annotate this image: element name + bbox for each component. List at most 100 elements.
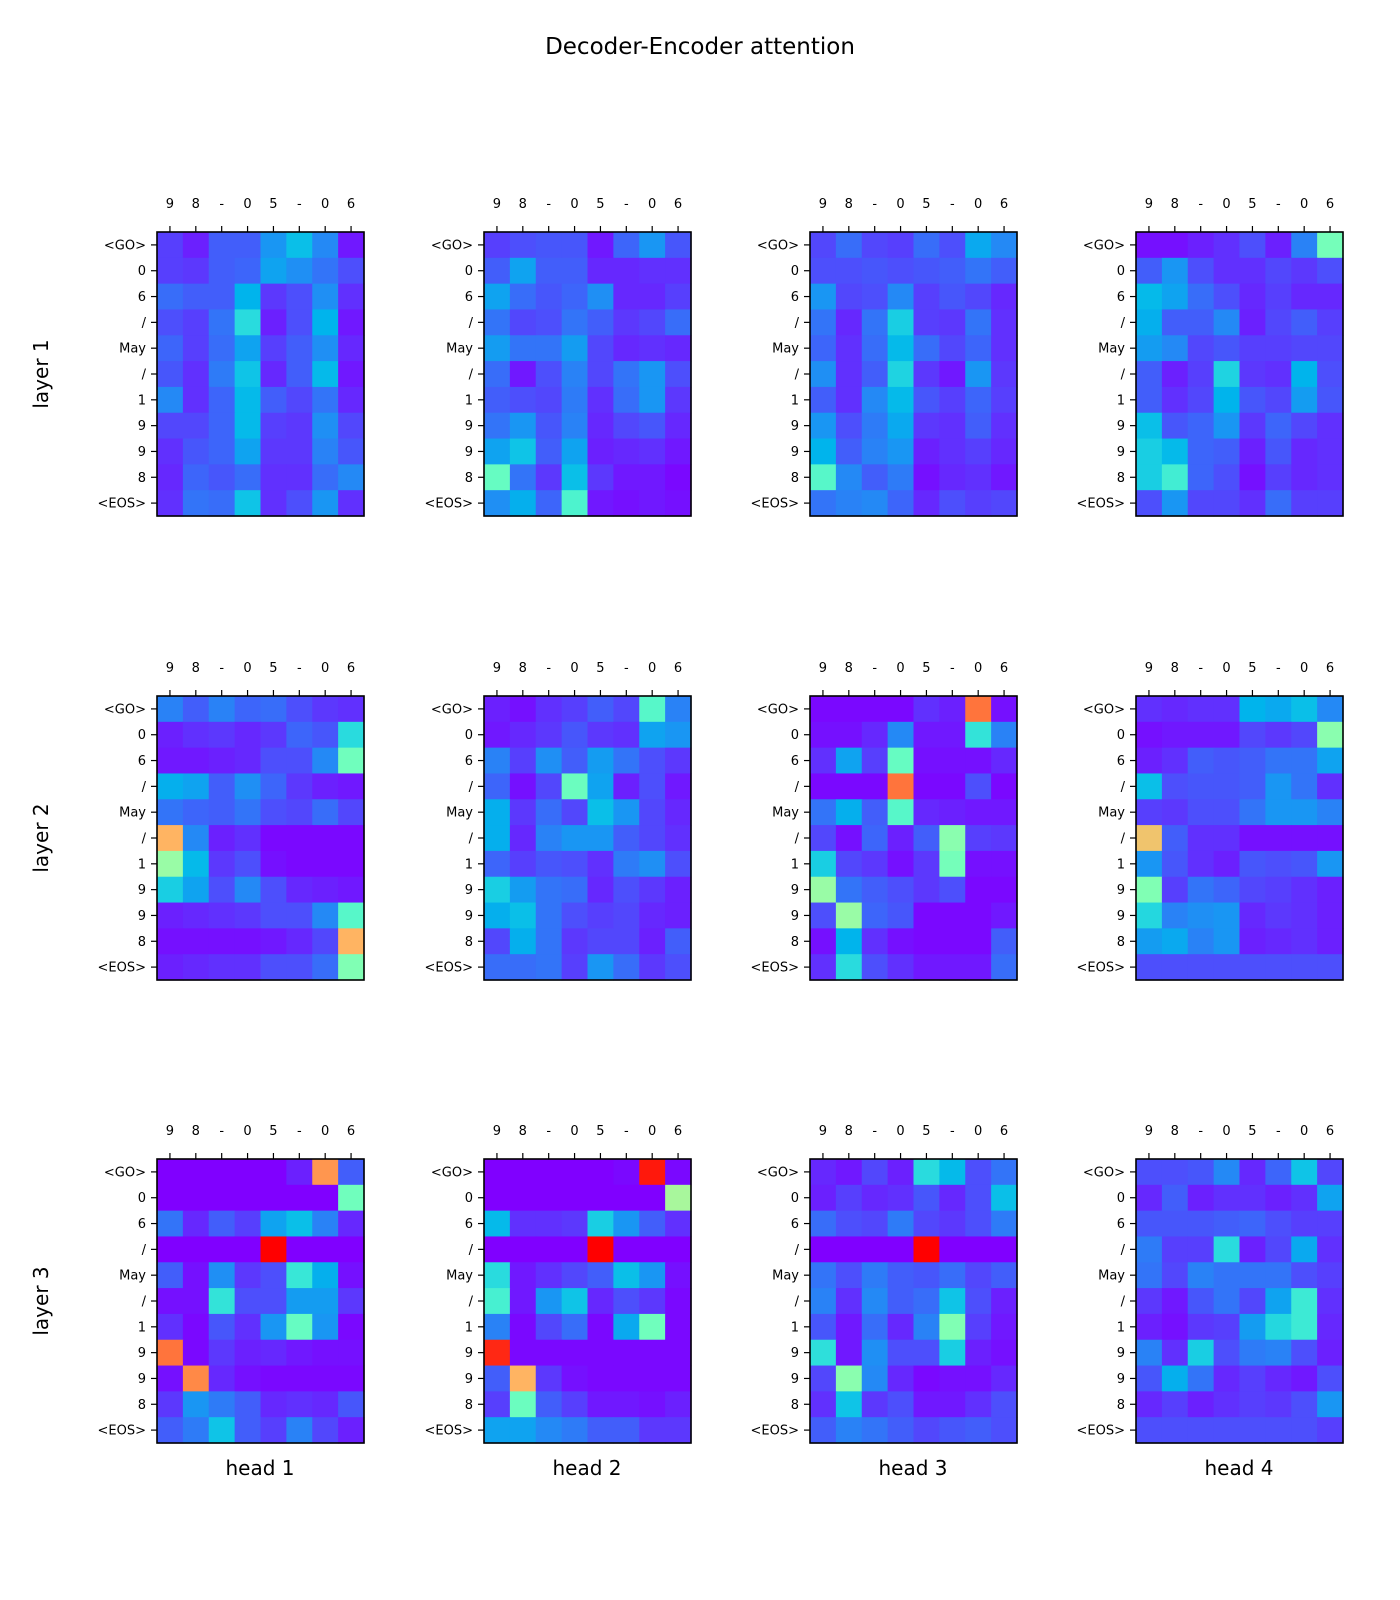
x-tick-label: 6 (674, 197, 682, 212)
y-tick-label: 0 (1117, 728, 1125, 743)
heatmap-layer2-head1: 9 8 - 0 5 - 0 6 <GO> 0 6 / May / 1 9 9 8 <EOS> (98, 661, 365, 981)
heatmap-cell (561, 747, 589, 775)
y-tick-label: 9 (138, 445, 146, 460)
heatmap-cell (639, 799, 666, 826)
heatmap-cell (509, 283, 537, 311)
y-tick-label: 0 (1117, 264, 1125, 279)
heatmap-cell (535, 1236, 563, 1263)
heatmap-cell (887, 1339, 915, 1367)
heatmap-cell (639, 361, 666, 388)
heatmap-grid: 9 8 - 0 5 - 0 6 <GO> 0 6 / May / 1 9 9 8 <EOS> 9 8 - 0 5 - 0 6 <GO>… (98, 197, 1344, 1444)
heatmap-cell (639, 1417, 666, 1444)
y-tick-label: 6 (1117, 290, 1125, 305)
heatmap-cell (639, 412, 666, 440)
x-tick-label: 9 (819, 197, 827, 212)
heatmap-cell (1317, 1210, 1344, 1238)
heatmap-cell (913, 1184, 940, 1212)
heatmap-cell (835, 747, 863, 775)
y-tick-label: <EOS> (1077, 1424, 1125, 1439)
heatmap-cell (1239, 1210, 1266, 1238)
heatmap-cell (665, 361, 692, 388)
heatmap-cell (861, 232, 889, 259)
heatmap-cell (887, 438, 915, 465)
heatmap-cell (1317, 850, 1344, 878)
heatmap-cell (639, 438, 666, 465)
y-tick-label: 8 (791, 935, 799, 950)
heatmap-cell (613, 1184, 640, 1212)
heatmap-cell (1187, 1391, 1215, 1418)
x-tick-label: 8 (519, 1124, 527, 1139)
heatmap-cell (509, 747, 537, 775)
y-tick-label: 9 (1117, 445, 1125, 460)
x-tick-label: 0 (570, 661, 578, 676)
heatmap-cell (613, 335, 640, 362)
heatmap-cell (509, 361, 537, 388)
heatmap-cell (1136, 1288, 1163, 1315)
heatmap-cell (312, 257, 339, 285)
head-label-3: head 3 (878, 1456, 947, 1480)
heatmap-cell (1265, 464, 1292, 491)
heatmap-cell (312, 928, 339, 955)
heatmap-cell (835, 1262, 863, 1289)
layer-label-1: layer 1 (29, 339, 53, 408)
heatmap-cell (208, 876, 236, 904)
heatmap-cell (1291, 1339, 1318, 1367)
x-tick-label: 9 (493, 661, 501, 676)
heatmap-cell (484, 850, 511, 878)
heatmap-cell (1291, 799, 1318, 826)
heatmap-cell (1213, 1391, 1241, 1418)
heatmap-cell (509, 1417, 537, 1444)
y-tick-label: 9 (465, 883, 473, 898)
heatmap-cell (1239, 309, 1266, 336)
heatmap-cell (1265, 490, 1292, 517)
y-tick-label: 8 (138, 471, 146, 486)
heatmap-cell (991, 1159, 1018, 1186)
heatmap-cell (1161, 257, 1189, 285)
heatmap-cell (613, 1313, 640, 1341)
x-tick-label: 0 (321, 197, 329, 212)
heatmap-cell (639, 464, 666, 491)
heatmap-cell (157, 721, 184, 749)
heatmap-cell (1136, 1417, 1163, 1444)
heatmap-cell (665, 412, 692, 440)
heatmap-cell (1161, 902, 1189, 929)
heatmap-cell (1187, 464, 1215, 491)
heatmap-cell (965, 1417, 992, 1444)
heatmap-cell (1161, 825, 1189, 852)
heatmap-cell (157, 696, 184, 723)
heatmap-cell (1187, 1236, 1215, 1263)
x-tick-label: - (872, 197, 877, 212)
y-tick-label: <GO> (757, 1165, 799, 1180)
y-tick-label: 9 (791, 883, 799, 898)
heatmap-cell (665, 1339, 692, 1367)
heatmap-cell (208, 490, 236, 517)
y-tick-label: <EOS> (425, 961, 473, 976)
heatmap-cell (861, 1159, 889, 1186)
heatmap-cell (887, 464, 915, 491)
heatmap-cell (913, 799, 940, 826)
heatmap-cell (1213, 361, 1241, 388)
heatmap-cell (182, 1313, 210, 1341)
heatmap-cell (561, 386, 589, 414)
heatmap-cell (861, 1365, 889, 1392)
heatmap-cell (1265, 1339, 1292, 1367)
x-tick-label: - (1198, 197, 1203, 212)
heatmap-cell (835, 412, 863, 440)
heatmap-cell (208, 1339, 236, 1367)
heatmap-cell (157, 1339, 184, 1367)
heatmap-cell (182, 335, 210, 362)
heatmap-cell (286, 1391, 313, 1418)
heatmap-cell (535, 1391, 563, 1418)
heatmap-cell (965, 1262, 992, 1289)
heatmap-cell (157, 283, 184, 311)
heatmap-cell (887, 747, 915, 775)
heatmap-cell (234, 1184, 262, 1212)
y-tick-label: 9 (1117, 883, 1125, 898)
heatmap-cell (810, 1288, 837, 1315)
y-tick-label: / (1121, 1243, 1126, 1258)
y-tick-label: 1 (465, 1320, 473, 1335)
heatmap-cell (1291, 1210, 1318, 1238)
heatmap-cell (587, 876, 614, 904)
heatmap-cell (1239, 825, 1266, 852)
heatmap-cell (665, 876, 692, 904)
